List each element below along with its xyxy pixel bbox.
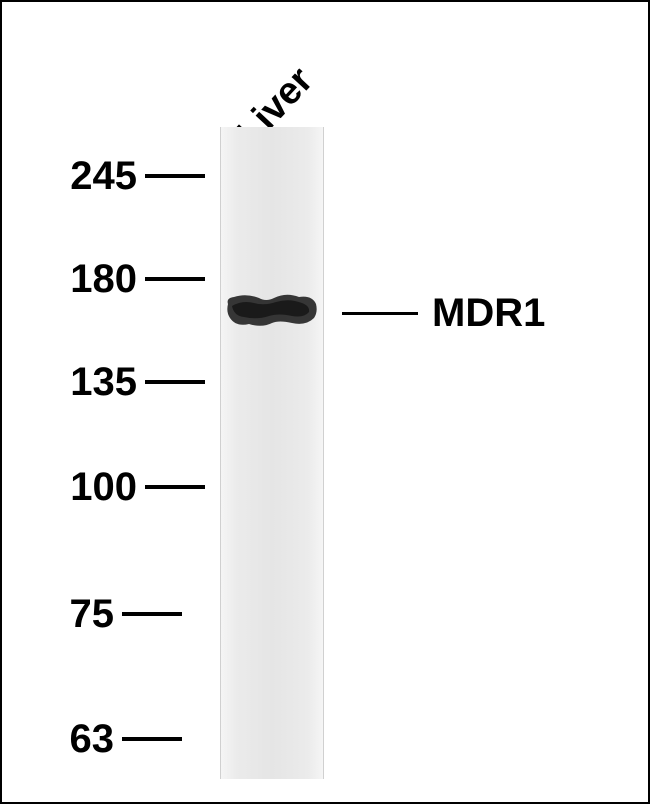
mw-marker-75: 75 bbox=[49, 592, 114, 637]
blot-lane bbox=[220, 127, 324, 779]
mw-tick-75 bbox=[122, 612, 182, 616]
band-label-line bbox=[342, 312, 418, 315]
mw-marker-135: 135 bbox=[49, 360, 137, 405]
band-svg bbox=[224, 290, 320, 332]
mw-tick-100 bbox=[145, 485, 205, 489]
mw-marker-180: 180 bbox=[49, 257, 137, 302]
mw-marker-63: 63 bbox=[49, 717, 114, 762]
mw-tick-180 bbox=[145, 277, 205, 281]
mw-tick-245 bbox=[145, 174, 205, 178]
mw-tick-63 bbox=[122, 737, 182, 741]
band-label: MDR1 bbox=[432, 291, 545, 336]
mw-marker-245: 245 bbox=[49, 154, 137, 199]
mw-marker-100: 100 bbox=[49, 465, 137, 510]
mw-tick-135 bbox=[145, 380, 205, 384]
